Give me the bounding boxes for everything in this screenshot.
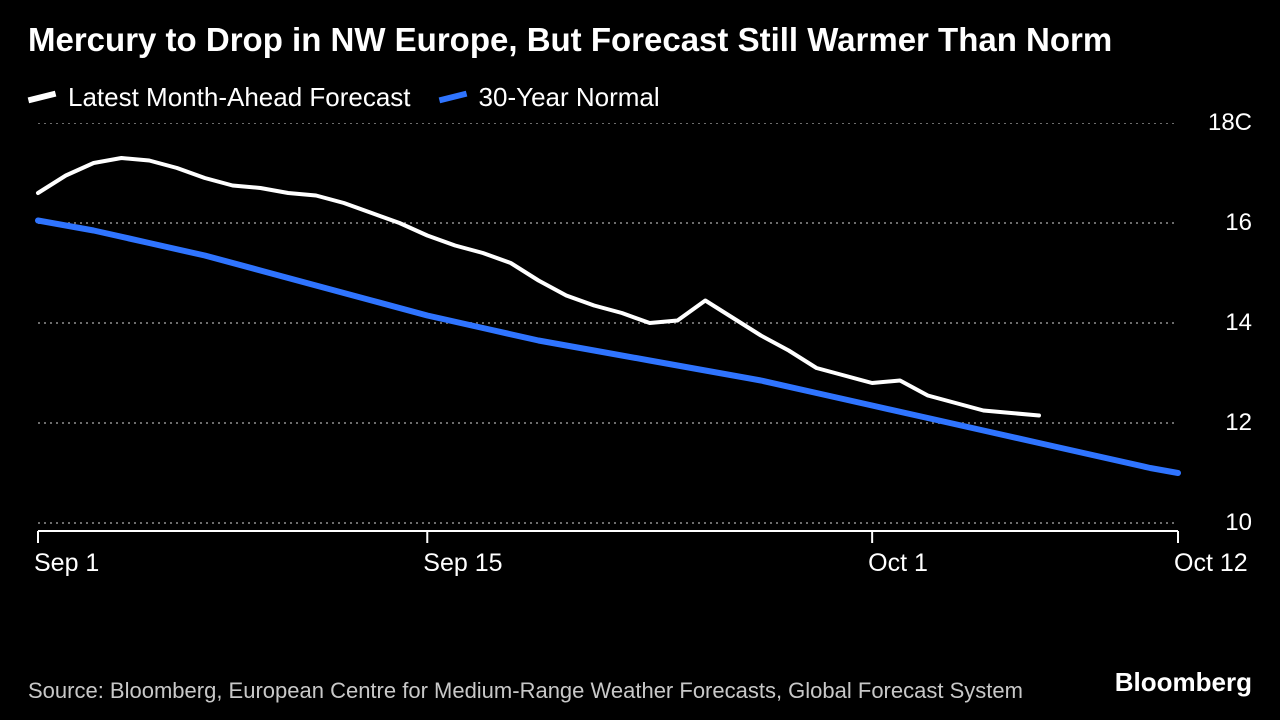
legend-item-normal: 30-Year Normal bbox=[439, 82, 660, 113]
x-tick-label: Sep 15 bbox=[423, 549, 502, 578]
source-attribution: Source: Bloomberg, European Centre for M… bbox=[28, 676, 1040, 706]
y-tick-label: 18C bbox=[1208, 109, 1252, 137]
y-tick-label: 16 bbox=[1225, 209, 1252, 237]
series-line-normal bbox=[38, 220, 1178, 473]
y-tick-label: 14 bbox=[1225, 309, 1252, 337]
y-tick-label: 12 bbox=[1225, 409, 1252, 437]
y-axis-labels: 1012141618C bbox=[1192, 123, 1252, 553]
axis bbox=[38, 531, 1178, 543]
chart-title: Mercury to Drop in NW Europe, But Foreca… bbox=[28, 20, 1252, 60]
line-chart-svg bbox=[28, 123, 1252, 553]
x-tick-label: Sep 1 bbox=[34, 549, 99, 578]
legend-item-forecast: Latest Month-Ahead Forecast bbox=[28, 82, 411, 113]
x-axis-labels: Sep 1Sep 15Oct 1Oct 12 bbox=[28, 549, 1192, 589]
chart-area: 1012141618C Sep 1Sep 15Oct 1Oct 12 bbox=[28, 123, 1252, 553]
legend: Latest Month-Ahead Forecast 30-Year Norm… bbox=[28, 82, 1252, 113]
x-tick-label: Oct 1 bbox=[868, 549, 928, 578]
x-tick-label: Oct 12 bbox=[1174, 549, 1248, 578]
series-line-forecast bbox=[38, 158, 1039, 416]
legend-swatch-forecast bbox=[28, 91, 57, 104]
gridlines bbox=[38, 123, 1178, 523]
legend-label-normal: 30-Year Normal bbox=[479, 82, 660, 113]
legend-swatch-normal bbox=[438, 91, 467, 104]
brand-logo: Bloomberg bbox=[1115, 667, 1252, 698]
y-tick-label: 10 bbox=[1225, 509, 1252, 537]
legend-label-forecast: Latest Month-Ahead Forecast bbox=[68, 82, 411, 113]
chart-container: Mercury to Drop in NW Europe, But Foreca… bbox=[0, 0, 1280, 720]
